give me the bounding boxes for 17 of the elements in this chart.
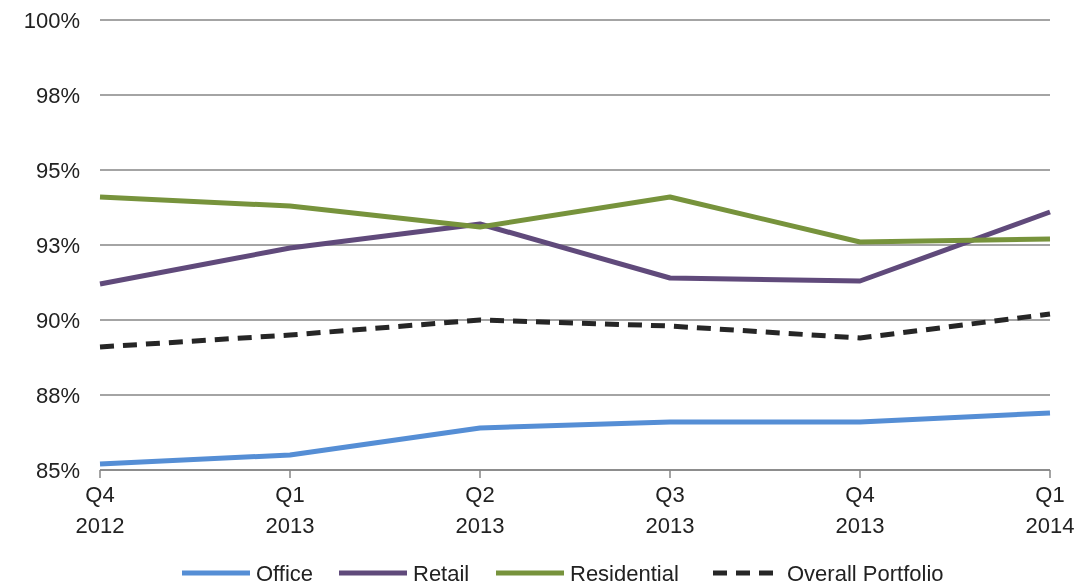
x-tick-label: Q2 2013 xyxy=(455,482,505,538)
y-tick-label: 100% xyxy=(23,7,80,33)
x-tick-label: Q4 2012 xyxy=(75,482,125,538)
x-tick-label: Q4 2013 xyxy=(835,482,885,538)
x-tick-label: Q1 2014 xyxy=(1025,482,1075,538)
legend-label: Residential xyxy=(570,560,679,585)
y-tick-label: 95% xyxy=(35,157,80,183)
x-tick-label: Q3 2013 xyxy=(645,482,695,538)
y-tick-label: 93% xyxy=(35,232,80,258)
legend-label: Retail xyxy=(413,560,470,585)
y-tick-label: 98% xyxy=(35,82,80,108)
legend-label: Overall Portfolio xyxy=(787,560,944,585)
x-tick-label: Q1 2013 xyxy=(265,482,315,538)
legend-label: Office xyxy=(256,560,314,585)
y-tick-label: 88% xyxy=(35,382,80,408)
y-tick-label: 90% xyxy=(35,307,80,333)
y-tick-label: 85% xyxy=(35,457,80,483)
